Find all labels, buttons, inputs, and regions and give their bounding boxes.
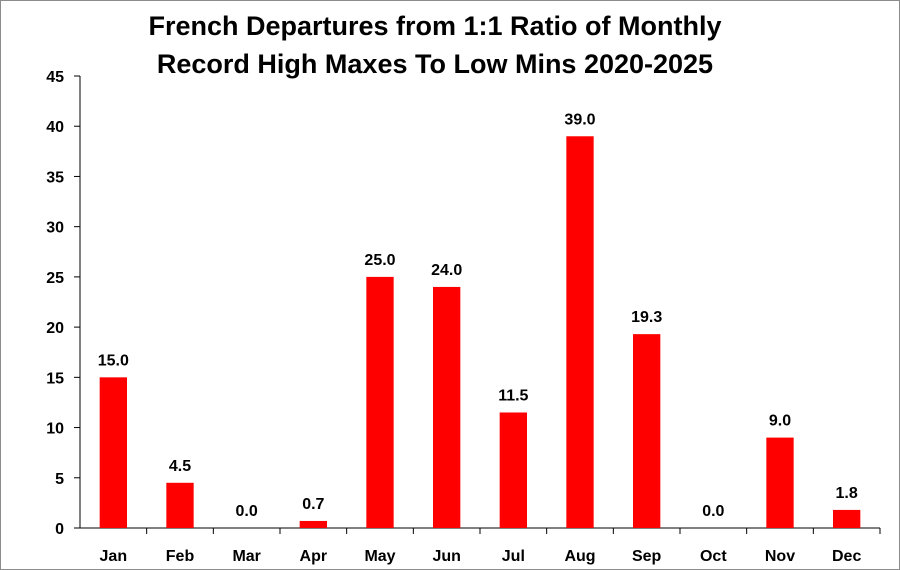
chart-title-line-1: French Departures from 1:1 Ratio of Mont… bbox=[148, 11, 722, 41]
data-label-jan: 15.0 bbox=[98, 352, 129, 369]
y-tick-label: 45 bbox=[46, 69, 64, 86]
bar-nov bbox=[766, 437, 794, 528]
data-label-jun: 24.0 bbox=[431, 262, 462, 279]
data-label-oct: 0.0 bbox=[702, 503, 724, 520]
x-category-label-dec: Dec bbox=[832, 548, 861, 565]
data-label-nov: 9.0 bbox=[769, 413, 791, 430]
y-tick-label: 20 bbox=[46, 320, 64, 337]
bar-jun bbox=[433, 286, 461, 528]
x-category-label-feb: Feb bbox=[166, 548, 195, 565]
y-tick-label: 0 bbox=[55, 521, 64, 538]
x-category-label-sep: Sep bbox=[632, 548, 662, 565]
data-label-jul: 11.5 bbox=[498, 387, 528, 404]
bar-feb bbox=[166, 482, 194, 528]
data-label-aug: 39.0 bbox=[564, 111, 595, 128]
data-label-dec: 1.8 bbox=[836, 485, 858, 502]
data-label-feb: 4.5 bbox=[169, 458, 191, 475]
bar-sep bbox=[633, 334, 661, 528]
x-category-label-jan: Jan bbox=[100, 548, 128, 565]
bar-dec bbox=[833, 509, 861, 528]
x-category-label-jun: Jun bbox=[432, 548, 460, 565]
x-category-label-may: May bbox=[364, 548, 395, 565]
x-category-label-nov: Nov bbox=[765, 548, 795, 565]
y-tick-label: 35 bbox=[46, 169, 64, 186]
data-label-mar: 0.0 bbox=[236, 503, 258, 520]
bar-may bbox=[366, 276, 394, 528]
y-tick-label: 25 bbox=[46, 270, 64, 287]
chart-title-line-2: Record High Maxes To Low Mins 2020-2025 bbox=[156, 49, 714, 79]
y-tick-label: 40 bbox=[46, 119, 64, 136]
y-tick-label: 15 bbox=[46, 370, 64, 387]
y-tick-label: 5 bbox=[55, 471, 64, 488]
x-category-label-aug: Aug bbox=[564, 548, 595, 565]
x-category-label-jul: Jul bbox=[502, 548, 525, 565]
data-label-sep: 19.3 bbox=[631, 309, 662, 326]
bar-apr bbox=[299, 520, 327, 528]
data-label-apr: 0.7 bbox=[302, 496, 324, 513]
bar-jul bbox=[499, 412, 527, 528]
data-label-may: 25.0 bbox=[364, 252, 395, 269]
bar-jan bbox=[99, 377, 127, 528]
x-category-label-mar: Mar bbox=[232, 548, 260, 565]
bar-aug bbox=[566, 136, 594, 528]
y-tick-label: 30 bbox=[46, 220, 64, 237]
chart-title: French Departures from 1:1 Ratio of Mont… bbox=[1, 7, 869, 83]
x-category-label-apr: Apr bbox=[300, 548, 328, 565]
y-tick-label: 10 bbox=[46, 421, 64, 438]
x-category-label-oct: Oct bbox=[700, 548, 727, 565]
